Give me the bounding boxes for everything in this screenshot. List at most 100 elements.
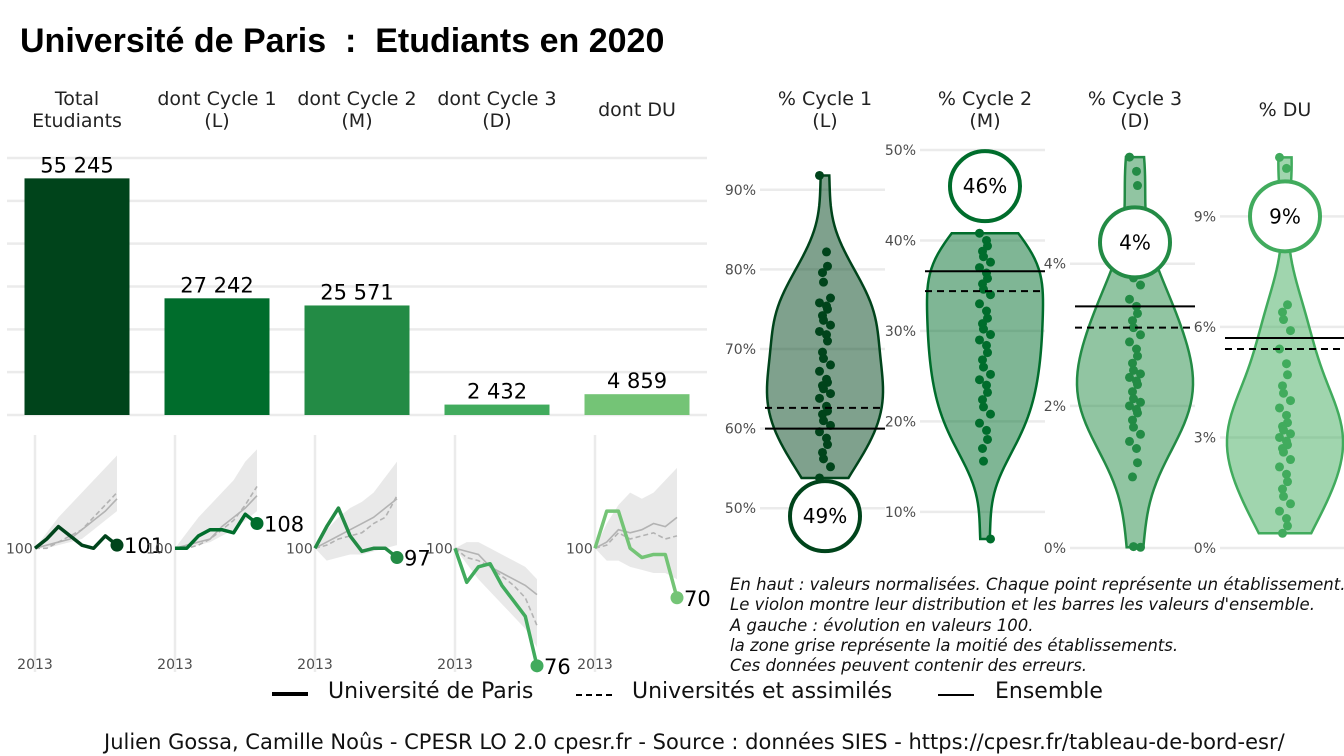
violin-point xyxy=(1286,326,1295,336)
violin-point xyxy=(1133,308,1142,318)
evolution-end-label: 70 xyxy=(684,587,711,611)
evolution-panel: 97 100 2013 xyxy=(286,435,431,673)
violin-point xyxy=(815,298,824,308)
violin-point xyxy=(1275,403,1284,413)
violin-point xyxy=(823,304,832,314)
bar xyxy=(24,178,130,415)
violin-point xyxy=(1279,447,1288,457)
legend-swatch-ensemble xyxy=(938,694,974,696)
violin-point xyxy=(819,277,828,287)
note-line: A gauche : évolution en valeurs 100. xyxy=(730,615,1034,635)
violin-point xyxy=(1279,315,1288,325)
violin-tick-label: 10% xyxy=(885,505,916,521)
violin-header-line: (L) xyxy=(812,110,838,132)
bar xyxy=(444,404,550,415)
violin-point xyxy=(979,324,988,334)
note-line: Le violon montre leur distribution et le… xyxy=(730,595,1315,615)
violin-tick-label: 0% xyxy=(1194,541,1216,557)
violin-point xyxy=(1125,372,1134,382)
violin-point xyxy=(1125,152,1134,162)
violin-tick-label: 0% xyxy=(1044,541,1066,557)
violin-point xyxy=(1132,344,1141,354)
violin-university-marker xyxy=(948,149,1022,224)
violin-point xyxy=(1129,365,1138,375)
violin-point xyxy=(979,252,988,262)
violin-point xyxy=(1286,455,1295,465)
violin-point xyxy=(819,384,828,394)
violin-tick-label: 4% xyxy=(1044,257,1066,273)
note-line: En haut : valeurs normalisées. Chaque po… xyxy=(730,575,1344,594)
bar-header: Total Etudiants xyxy=(7,88,147,132)
violin-point xyxy=(986,409,995,419)
bar-header: dont Cycle 3 (D) xyxy=(427,88,567,132)
violin-point xyxy=(815,326,824,336)
bar-header: dont DU xyxy=(567,99,707,121)
violin-tick-label: 40% xyxy=(885,233,916,249)
evolution-band xyxy=(315,461,397,561)
violin-point xyxy=(1132,166,1141,176)
violin-point xyxy=(1279,425,1288,435)
violin-header-line: (D) xyxy=(1120,110,1150,132)
chart-note: En haut : valeurs normalisées. Chaque po… xyxy=(730,575,1344,676)
violin-point xyxy=(823,440,832,450)
violin-university-label: 9% xyxy=(1269,204,1301,228)
violin-point xyxy=(826,320,835,330)
violin-point xyxy=(979,456,988,466)
bar-header-line: dont Cycle 3 xyxy=(437,88,557,110)
violin-point xyxy=(986,290,995,300)
violin-point xyxy=(1275,506,1284,516)
bar-header: dont Cycle 2 (M) xyxy=(287,88,427,132)
evolution-tick-label: 2013 xyxy=(17,657,53,673)
violin-tick-label: 80% xyxy=(725,262,756,278)
violin-point xyxy=(975,375,984,385)
violin-point xyxy=(819,315,828,325)
legend-label-ensemble: Ensemble xyxy=(995,679,1103,704)
violin-point xyxy=(1125,294,1134,304)
violin-point xyxy=(1278,381,1287,391)
bar-header-line: (L) xyxy=(204,110,230,132)
violin-point xyxy=(978,444,987,453)
violin-point xyxy=(1133,351,1142,361)
evolution-band xyxy=(595,467,677,580)
violin-point xyxy=(1136,330,1145,340)
violin-point xyxy=(975,335,984,345)
violin-point xyxy=(1278,484,1287,494)
evolution-panel: 101 100 2013 xyxy=(6,435,164,673)
violin-point xyxy=(983,387,992,397)
violin-point xyxy=(1125,337,1134,347)
evolution-tick-label: 2013 xyxy=(297,657,333,673)
violin-point xyxy=(826,293,835,303)
legend: Université de Paris Universités et assim… xyxy=(0,679,1344,709)
violin-point xyxy=(1279,491,1288,501)
evolution-baseline-label: 100 xyxy=(6,541,33,557)
violin-header: % Cycle 3 (D) xyxy=(1065,88,1205,132)
violin-point xyxy=(986,257,995,267)
bar-header-line: dont Cycle 1 xyxy=(157,88,277,110)
violin-point xyxy=(1133,408,1142,418)
evolution-end-point xyxy=(530,659,544,673)
violin-tick-label: 70% xyxy=(725,342,756,358)
bar-value-label: 2 432 xyxy=(467,380,527,404)
violin-point xyxy=(1128,415,1137,425)
evolution-line-universites xyxy=(314,495,398,550)
evolution-line-universites xyxy=(594,531,678,550)
violin-point xyxy=(1128,358,1137,368)
violin-point xyxy=(982,340,991,350)
violin-point xyxy=(975,418,984,428)
violin-point xyxy=(1129,422,1138,432)
evolution-tick-label: 2013 xyxy=(577,657,613,673)
violin-tick-label: 90% xyxy=(725,183,756,199)
violin-point xyxy=(1282,163,1291,173)
violin-point xyxy=(823,261,832,271)
violin-point xyxy=(982,380,991,390)
evolution-baseline-label: 100 xyxy=(286,541,313,557)
violin-university-marker xyxy=(1248,179,1322,254)
evolution-band xyxy=(35,455,117,549)
violin-tick-label: 50% xyxy=(725,501,756,517)
evolution-panel: 70 100 2013 xyxy=(566,435,711,673)
violin-point xyxy=(982,306,991,316)
violin-tick-label: 6% xyxy=(1194,320,1216,336)
violin-tick-label: 60% xyxy=(725,422,756,438)
violin-point xyxy=(815,393,824,403)
